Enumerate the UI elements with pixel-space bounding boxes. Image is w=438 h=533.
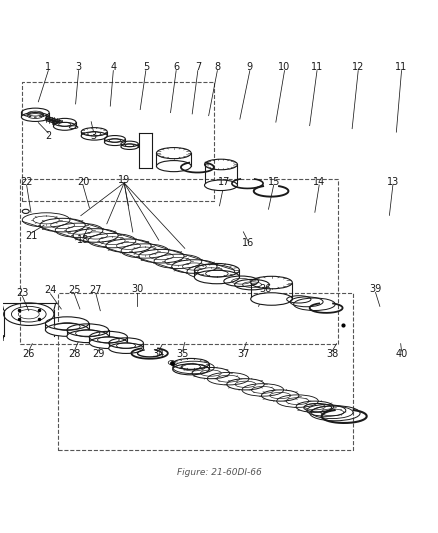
Text: 8: 8 (214, 62, 220, 72)
Text: 11: 11 (310, 62, 322, 72)
Text: 1: 1 (45, 62, 51, 72)
Text: 11: 11 (395, 62, 407, 72)
Text: 30: 30 (131, 284, 143, 294)
Text: 4: 4 (110, 62, 116, 72)
Ellipse shape (45, 324, 88, 336)
Ellipse shape (109, 343, 143, 353)
Text: 21: 21 (25, 231, 37, 241)
Text: 7: 7 (194, 62, 201, 72)
Text: 9: 9 (246, 62, 252, 72)
Text: 20: 20 (77, 177, 89, 187)
Text: 36: 36 (258, 284, 271, 294)
Ellipse shape (104, 139, 125, 146)
Text: 34: 34 (152, 349, 165, 359)
Ellipse shape (194, 270, 239, 284)
Ellipse shape (89, 337, 127, 349)
Text: 16: 16 (241, 238, 253, 248)
Ellipse shape (156, 160, 191, 172)
Text: 26: 26 (22, 349, 35, 359)
Text: 3: 3 (75, 62, 81, 72)
Text: 28: 28 (68, 349, 80, 359)
Text: 27: 27 (89, 285, 102, 295)
Text: 25: 25 (68, 285, 80, 295)
Text: 17: 17 (217, 177, 230, 187)
Ellipse shape (53, 123, 76, 130)
Text: 12: 12 (351, 62, 364, 72)
Ellipse shape (172, 364, 208, 375)
Text: 35: 35 (176, 349, 188, 359)
Text: 29: 29 (92, 349, 104, 359)
Ellipse shape (250, 293, 292, 305)
Text: Figure: 21-60DI-66: Figure: 21-60DI-66 (177, 468, 261, 477)
Text: 13: 13 (386, 177, 398, 187)
Text: 23: 23 (16, 287, 28, 297)
Text: 24: 24 (44, 285, 57, 295)
Ellipse shape (81, 132, 107, 140)
Text: 18: 18 (77, 236, 89, 246)
Ellipse shape (21, 112, 49, 122)
Text: 15: 15 (267, 177, 279, 187)
Text: 14: 14 (312, 177, 325, 187)
Text: 38: 38 (325, 349, 338, 359)
Ellipse shape (204, 180, 237, 190)
Text: 10: 10 (278, 62, 290, 72)
Ellipse shape (120, 144, 138, 149)
Text: 5: 5 (142, 62, 148, 72)
Text: 40: 40 (395, 349, 407, 359)
Text: 37: 37 (237, 349, 249, 359)
Text: 6: 6 (173, 62, 179, 72)
Text: 22: 22 (20, 177, 33, 187)
Ellipse shape (28, 114, 43, 118)
Text: 39: 39 (368, 284, 381, 294)
Text: 19: 19 (118, 175, 130, 185)
Ellipse shape (67, 330, 108, 343)
Text: 2: 2 (45, 132, 51, 141)
Text: 3: 3 (91, 132, 97, 141)
